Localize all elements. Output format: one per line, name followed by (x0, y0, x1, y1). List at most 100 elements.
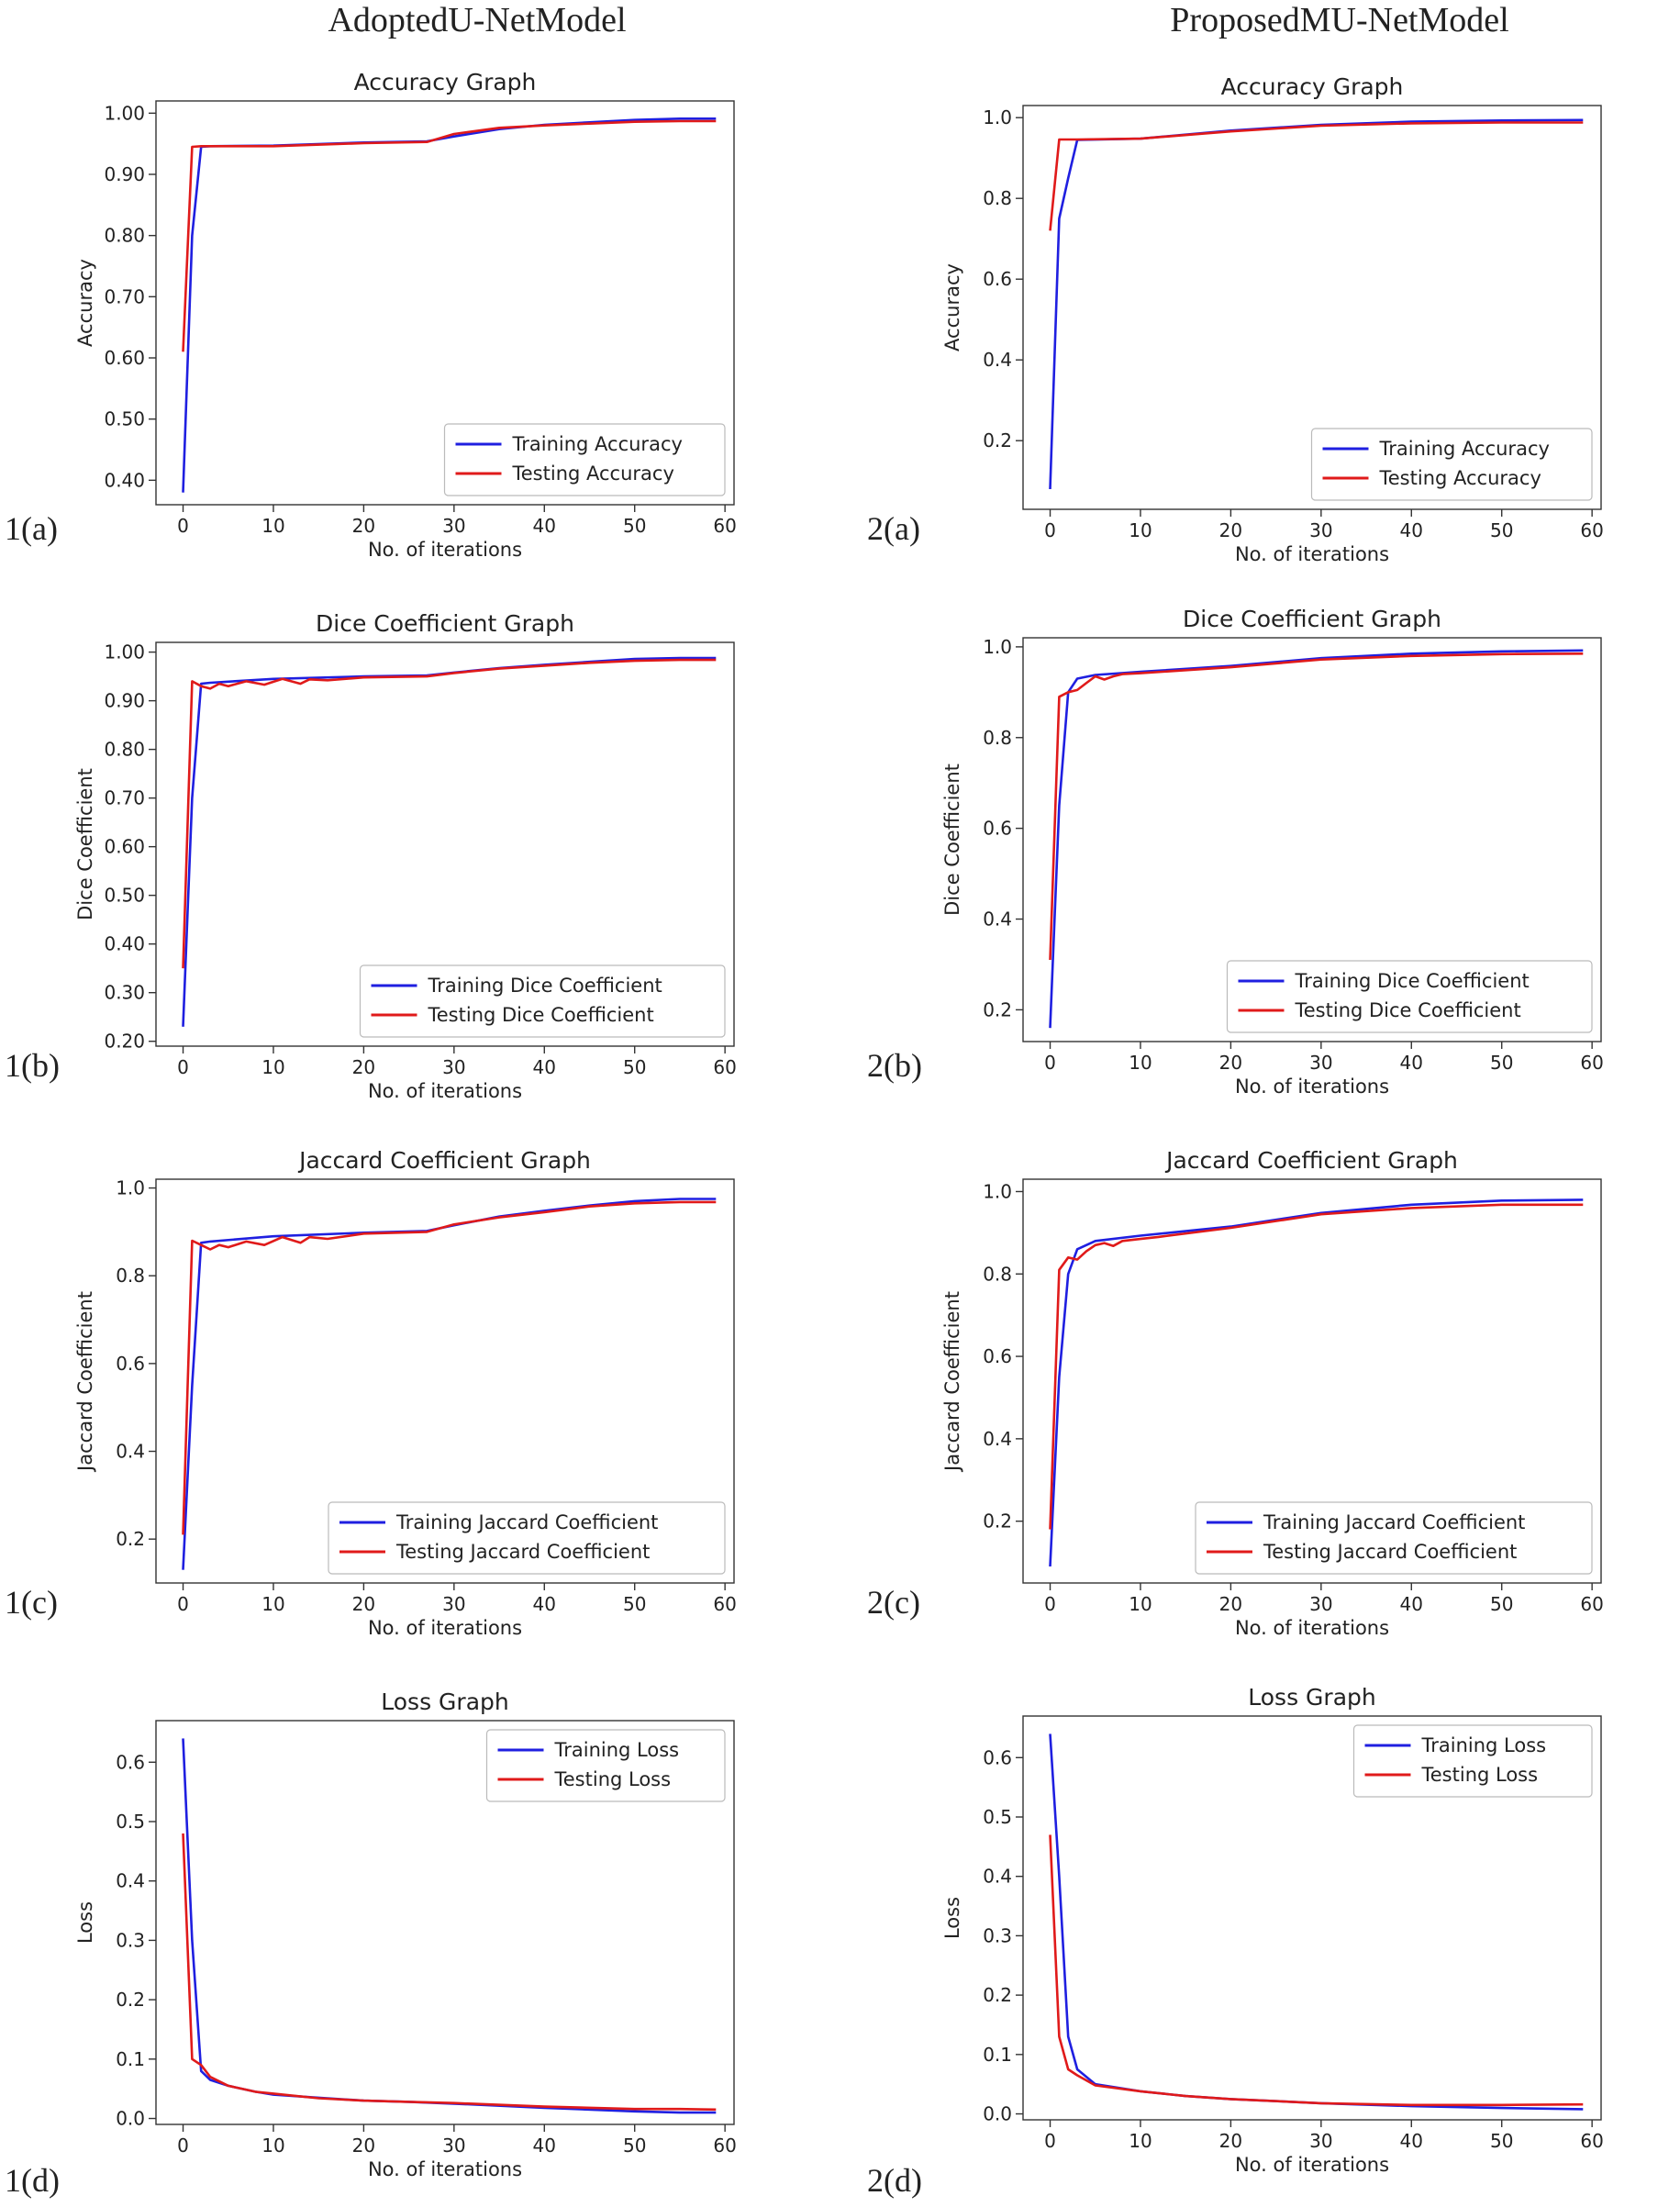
x-tick-label: 20 (352, 2135, 375, 2157)
chart-title: Jaccard Coefficient Graph (1164, 1147, 1458, 1174)
chart-svg-2a: Accuracy Graph 0.2 0.4 0.6 0.8 1.0 0 10 20 30 40 50… (941, 73, 1604, 564)
x-tick-label: 40 (533, 515, 556, 537)
legend-box (1226, 960, 1593, 1033)
x-tick-label: 30 (442, 515, 465, 537)
y-axis-label: Dice Coefficient (941, 764, 963, 916)
legend-box (443, 423, 726, 496)
x-tick-label: 60 (1580, 1593, 1603, 1615)
y-tick-label: 1.0 (983, 1180, 1012, 1202)
chart-title: Dice Coefficient Graph (1183, 606, 1441, 632)
chart-2d: Loss Graph 0.0 0.1 0.2 0.3 0.4 0.5 0.6 0 10 20 30 40… (922, 1661, 1619, 2175)
y-axis-label: Loss (941, 1897, 963, 1939)
y-axis-label: Loss (74, 1901, 96, 1944)
y-tick-label: 0.1 (983, 2044, 1012, 2066)
x-tick-label: 20 (352, 1593, 375, 1615)
series-line-testing (182, 658, 717, 969)
plot-frame (155, 1178, 735, 1584)
x-axis-label: No. of iterations (1235, 543, 1389, 564)
y-tick-label: 0.60 (104, 836, 145, 858)
x-tick-label: 50 (1490, 2130, 1513, 2152)
y-tick-label: 0.3 (116, 1929, 145, 1951)
panel-label-1c: 1(c) (5, 1584, 58, 1621)
x-tick-label: 10 (1129, 1593, 1152, 1615)
y-tick-label: 0.6 (116, 1353, 145, 1375)
legend-box (1195, 1501, 1593, 1575)
series-line-training (1049, 1198, 1584, 1567)
x-axis-label: No. of iterations (1235, 1076, 1389, 1097)
y-tick-label: 0.6 (983, 268, 1012, 290)
chart-svg-1a: Accuracy Graph 0.40 0.50 0.60 0.70 0.80 0.90 1.… (74, 69, 737, 560)
y-tick-label: 1.00 (104, 641, 145, 663)
panel-label-1b: 1(b) (5, 1047, 60, 1084)
y-tick-label: 0.8 (116, 1265, 145, 1287)
y-axis-label: Jaccard Coefficient (74, 1291, 96, 1473)
legend-box (359, 964, 726, 1038)
x-tick-label: 0 (1044, 1052, 1056, 1074)
y-tick-label: 0.3 (983, 1924, 1012, 1946)
x-tick-label: 30 (1309, 2130, 1332, 2152)
y-tick-label: 0.4 (983, 908, 1012, 931)
chart-2c: Jaccard Coefficient Graph 0.2 0.4 0.6 0.8 1.0… (922, 1124, 1619, 1638)
y-tick-label: 0.70 (104, 285, 145, 307)
y-tick-label: 0.8 (983, 187, 1012, 209)
x-tick-label: 20 (1219, 519, 1242, 541)
chart-1b: Dice Coefficient Graph 0.20 0.30 0.40 0.50 0.… (55, 587, 752, 1101)
series-line-testing (182, 119, 717, 352)
x-tick-label: 20 (352, 515, 375, 537)
y-tick-label: 0.8 (983, 727, 1012, 749)
chart-title: Accuracy Graph (354, 69, 537, 95)
x-tick-label: 0 (1044, 2130, 1056, 2152)
x-tick-label: 10 (1129, 1052, 1152, 1074)
panel-label-2a: 2(a) (867, 510, 920, 547)
x-tick-label: 0 (1044, 519, 1056, 541)
x-tick-label: 30 (442, 1593, 465, 1615)
series-line-testing (1049, 652, 1584, 961)
y-tick-label: 0.40 (104, 469, 145, 491)
legend-label: Testing Loss (554, 1768, 672, 1790)
x-tick-label: 50 (1490, 519, 1513, 541)
x-tick-label: 20 (1219, 1593, 1242, 1615)
x-tick-label: 50 (623, 1593, 646, 1615)
x-axis-label: No. of iterations (368, 1617, 522, 1638)
legend-label: Training Dice Coefficient (1295, 970, 1530, 992)
x-tick-label: 10 (261, 515, 284, 537)
panel-label-2d: 2(d) (867, 2162, 922, 2199)
y-tick-label: 0.2 (983, 1510, 1012, 1533)
chart-1d: Loss Graph 0.0 0.1 0.2 0.3 0.4 0.5 0.6 0 10 20 30 40… (55, 1666, 752, 2179)
chart-svg-2b: Dice Coefficient Graph 0.2 0.4 0.6 0.8 1.0 0 10… (941, 606, 1604, 1097)
x-tick-label: 30 (1309, 519, 1332, 541)
legend-label: Testing Accuracy (1379, 467, 1541, 489)
x-tick-label: 10 (1129, 2130, 1152, 2152)
x-tick-label: 10 (261, 2135, 284, 2157)
y-tick-label: 0.2 (983, 998, 1012, 1020)
plot-frame (155, 100, 735, 506)
legend-label: Testing Accuracy (512, 463, 674, 485)
legend-box (485, 1729, 726, 1802)
y-tick-label: 0.50 (104, 885, 145, 907)
series-line-testing (1049, 121, 1584, 231)
y-tick-label: 0.5 (116, 1811, 145, 1833)
chart-title: Loss Graph (381, 1689, 508, 1715)
y-tick-label: 0.6 (983, 1746, 1012, 1768)
x-tick-label: 50 (1490, 1593, 1513, 1615)
panel-label-2b: 2(b) (867, 1047, 922, 1084)
legend-box (1310, 428, 1593, 501)
y-tick-label: 0.0 (116, 2108, 145, 2130)
y-tick-label: 0.2 (116, 1989, 145, 2011)
x-tick-label: 60 (713, 1056, 736, 1078)
legend-label: Testing Jaccard Coefficient (1263, 1541, 1517, 1563)
x-tick-label: 30 (442, 2135, 465, 2157)
x-tick-label: 60 (1580, 2130, 1603, 2152)
panel-label-1a: 1(a) (5, 510, 58, 547)
x-tick-label: 50 (623, 1056, 646, 1078)
y-tick-label: 0.20 (104, 1031, 145, 1053)
plot-frame (155, 1720, 735, 2125)
x-tick-label: 40 (533, 1593, 556, 1615)
y-tick-label: 0.6 (983, 1345, 1012, 1367)
x-tick-label: 10 (261, 1056, 284, 1078)
chart-title: Accuracy Graph (1221, 73, 1404, 100)
chart-title: Dice Coefficient Graph (316, 610, 574, 637)
y-tick-label: 0.4 (983, 349, 1012, 371)
x-tick-label: 0 (177, 1056, 189, 1078)
x-tick-label: 10 (1129, 519, 1152, 541)
